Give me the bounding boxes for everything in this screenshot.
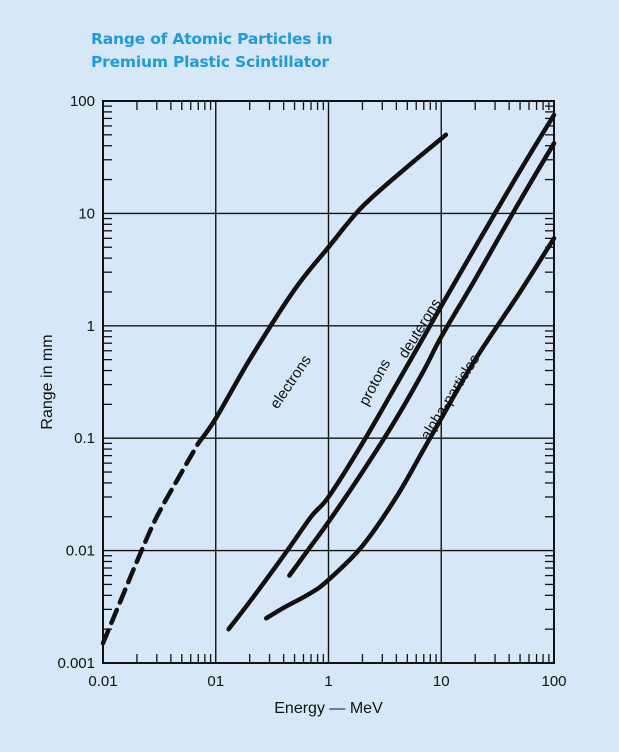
x-tick-label: 0.01	[88, 673, 117, 690]
curve-label-deuterons: deuterons	[395, 296, 445, 362]
y-tick-label: 0.1	[74, 430, 95, 447]
curve-alpha-particles	[263, 236, 557, 621]
y-tick-labels: 0.001 0.01 0.1 1 10 100	[57, 93, 95, 672]
x-tick-label: 1	[324, 673, 332, 690]
grid-lines	[103, 101, 554, 663]
curve-deuterons	[287, 141, 557, 578]
curve-electrons-dashed	[100, 441, 201, 646]
x-tick-label: 10	[433, 673, 450, 690]
chart-title: Range of Atomic Particles in	[91, 30, 333, 48]
curve-protons	[226, 112, 557, 632]
x-axis-label: Energy — MeV	[274, 700, 383, 717]
plot-frame	[102, 100, 555, 664]
curve-electrons	[196, 132, 449, 446]
y-axis-label: Range in mm	[39, 334, 56, 429]
y-tick-label: 0.01	[66, 543, 95, 560]
curve-label-electrons: electrons	[267, 352, 315, 412]
y-tick-label: 1	[87, 318, 95, 335]
minor-ticks	[103, 101, 554, 663]
x-tick-labels: 0.01 01 1 10 100	[88, 673, 566, 690]
x-tick-label: 100	[541, 673, 566, 690]
data-curves	[100, 112, 557, 646]
y-tick-label: 10	[78, 205, 95, 222]
y-tick-label: 100	[70, 93, 95, 110]
chart-subtitle: Premium Plastic Scintillator	[91, 53, 329, 71]
x-tick-label: 01	[207, 673, 224, 690]
y-tick-label: 0.001	[57, 655, 95, 672]
